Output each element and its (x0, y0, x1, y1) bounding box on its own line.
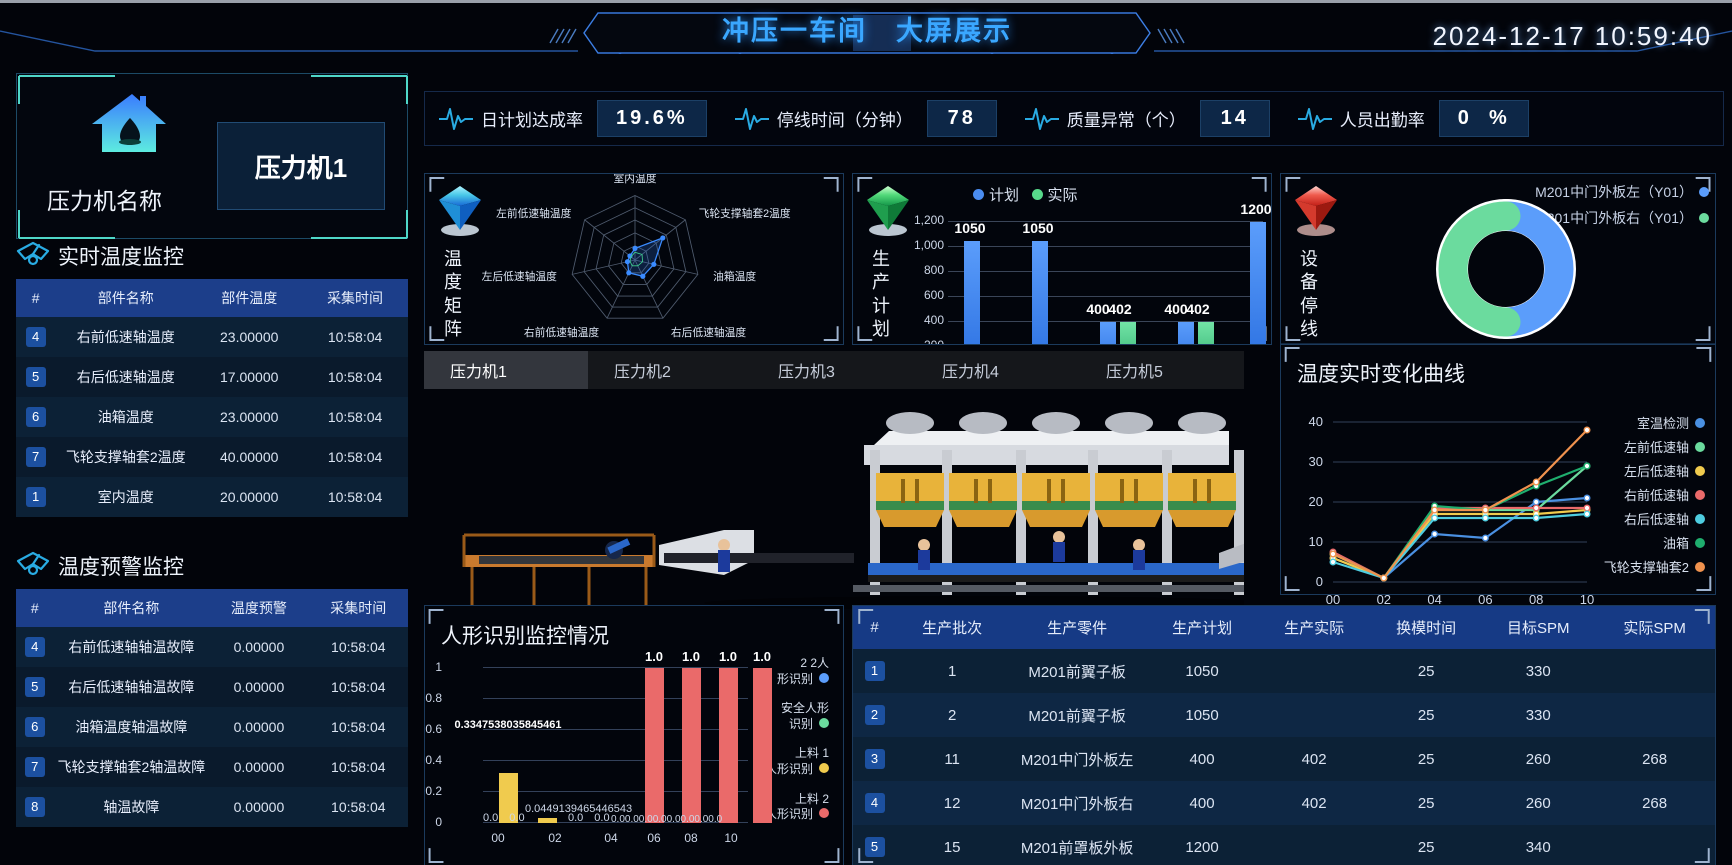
svg-text:10: 10 (1309, 534, 1323, 549)
svg-text:左前低速轴温度: 左前低速轴温度 (496, 207, 572, 220)
svg-text:飞轮支撑轴套2温度: 飞轮支撑轴套2温度 (699, 207, 791, 220)
svg-text:40: 40 (1309, 414, 1323, 429)
svg-text:右前低速轴温度: 右前低速轴温度 (524, 326, 600, 339)
svg-text:油箱温度: 油箱温度 (713, 270, 756, 283)
svg-text:冲压一车间 大屏展示: 冲压一车间 大屏展示 (722, 15, 1012, 46)
svg-text:20: 20 (1309, 494, 1323, 509)
svg-text:左后低速轴温度: 左后低速轴温度 (482, 270, 558, 283)
svg-text:右后低速轴温度: 右后低速轴温度 (671, 326, 747, 339)
svg-text:室内温度: 室内温度 (613, 174, 656, 185)
svg-text:30: 30 (1309, 454, 1323, 469)
svg-text:0: 0 (1316, 574, 1323, 589)
